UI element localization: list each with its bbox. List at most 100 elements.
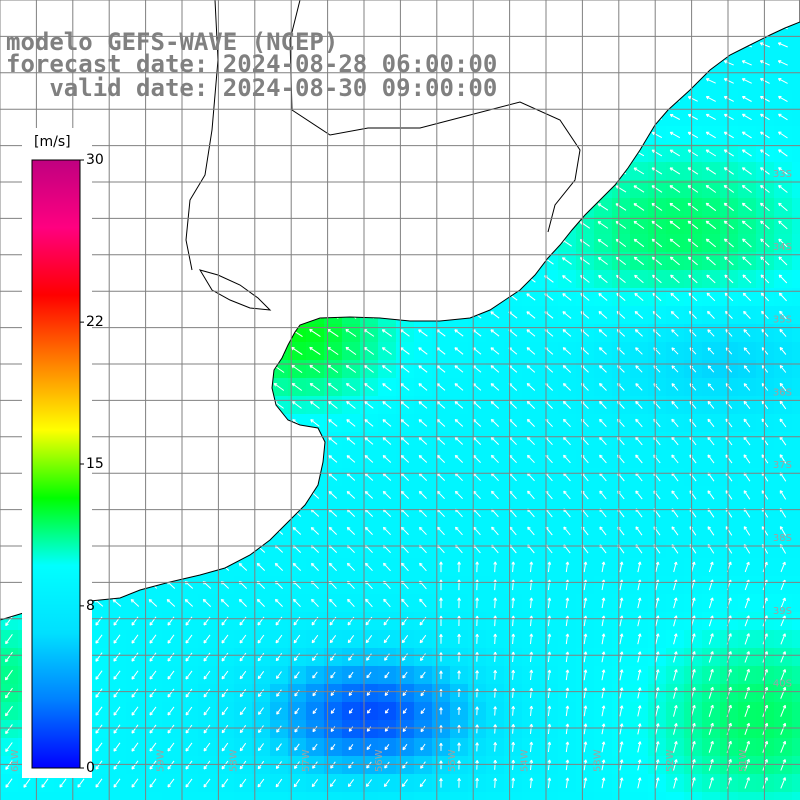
longitude-label: 61W	[10, 749, 21, 772]
speed-cell	[90, 792, 108, 800]
speed-cell	[792, 144, 800, 162]
longitude-label: 55W	[447, 749, 458, 772]
speed-cell	[792, 396, 800, 414]
colorbar-tick-label: 15	[86, 456, 104, 472]
speed-cell	[792, 468, 800, 486]
speed-cell	[792, 450, 800, 468]
speed-cell	[792, 594, 800, 612]
speed-cell	[612, 792, 630, 800]
latitude-label: 37S	[773, 460, 792, 471]
longitude-label: 56W	[374, 749, 385, 772]
speed-cell	[396, 792, 414, 800]
speed-cell	[540, 792, 558, 800]
speed-cell	[18, 792, 36, 800]
speed-cell	[792, 342, 800, 360]
title-forecast-date: forecast date: 2024-08-28 06:00:00	[6, 50, 498, 78]
speed-cell	[792, 702, 800, 720]
speed-cell	[324, 792, 342, 800]
speed-cell	[792, 270, 800, 288]
speed-cell	[792, 108, 800, 126]
speed-cell	[792, 306, 800, 324]
speed-cell	[756, 792, 774, 800]
speed-cell	[792, 756, 800, 774]
speed-cell	[792, 288, 800, 306]
colorbar-tick-label: 22	[86, 314, 104, 331]
speed-cell	[234, 792, 252, 800]
speed-cell	[522, 792, 540, 800]
speed-cell	[792, 234, 800, 252]
speed-cell	[144, 792, 162, 800]
speed-cell	[630, 792, 648, 800]
speed-cell	[342, 792, 360, 800]
latitude-label: 33S	[773, 169, 792, 180]
speed-cell	[684, 792, 702, 800]
speed-cell	[414, 792, 432, 800]
speed-cell	[468, 792, 486, 800]
latitude-label: 39S	[773, 606, 792, 617]
speed-cell	[792, 612, 800, 630]
longitude-label: 54W	[520, 749, 531, 772]
speed-cell	[792, 486, 800, 504]
latitude-label: 35S	[773, 315, 792, 326]
speed-cell	[792, 576, 800, 594]
speed-cell	[792, 648, 800, 666]
speed-cell	[792, 198, 800, 216]
speed-cell	[792, 360, 800, 378]
speed-cell	[792, 36, 800, 54]
longitude-label: 51W	[738, 749, 749, 772]
speed-cell	[792, 774, 800, 792]
colorbar-tick-label: 0	[86, 760, 95, 776]
speed-cell	[792, 180, 800, 198]
speed-cell	[792, 18, 800, 36]
speed-cell	[792, 684, 800, 702]
speed-cell	[792, 630, 800, 648]
speed-cell	[36, 792, 54, 800]
speed-cell	[558, 792, 576, 800]
speed-cell	[774, 792, 792, 800]
title-valid-date: valid date: 2024-08-30 09:00:00	[6, 74, 498, 102]
colorbar-units: [m/s]	[32, 134, 73, 150]
speed-cell	[792, 504, 800, 522]
speed-cell	[594, 792, 612, 800]
speed-cell	[666, 792, 684, 800]
speed-cell	[504, 792, 522, 800]
speed-cell	[792, 90, 800, 108]
longitude-label: 58W	[228, 749, 239, 772]
speed-cell	[792, 216, 800, 234]
speed-cell	[648, 792, 666, 800]
speed-cell	[792, 720, 800, 738]
speed-cell	[792, 792, 800, 800]
speed-cell	[270, 792, 288, 800]
speed-cell	[792, 54, 800, 72]
longitude-label: 59W	[156, 749, 167, 772]
speed-cell	[72, 792, 90, 800]
speed-cell	[486, 792, 504, 800]
speed-cell	[792, 738, 800, 756]
speed-cell	[792, 540, 800, 558]
speed-cell	[720, 792, 738, 800]
colorbar-tick-label: 30	[86, 152, 104, 168]
speed-cell	[792, 414, 800, 432]
speed-cell	[198, 792, 216, 800]
longitude-label: 57W	[301, 749, 312, 772]
colorbar	[22, 128, 92, 778]
speed-cell	[792, 666, 800, 684]
speed-cell	[360, 792, 378, 800]
colorbar-tick-label: 8	[86, 597, 95, 614]
speed-cell	[180, 792, 198, 800]
colorbar-gradient	[31, 159, 81, 769]
speed-cell	[0, 792, 18, 800]
longitude-label: 53W	[592, 749, 603, 772]
speed-cell	[576, 792, 594, 800]
speed-cell	[792, 378, 800, 396]
speed-cell	[450, 792, 468, 800]
speed-cell	[792, 432, 800, 450]
speed-cell	[432, 792, 450, 800]
speed-cell	[702, 792, 720, 800]
speed-cell	[54, 792, 72, 800]
speed-cell	[792, 162, 800, 180]
speed-cell	[378, 792, 396, 800]
latitude-label: 36S	[773, 387, 792, 398]
longitude-label: 52W	[665, 749, 676, 772]
